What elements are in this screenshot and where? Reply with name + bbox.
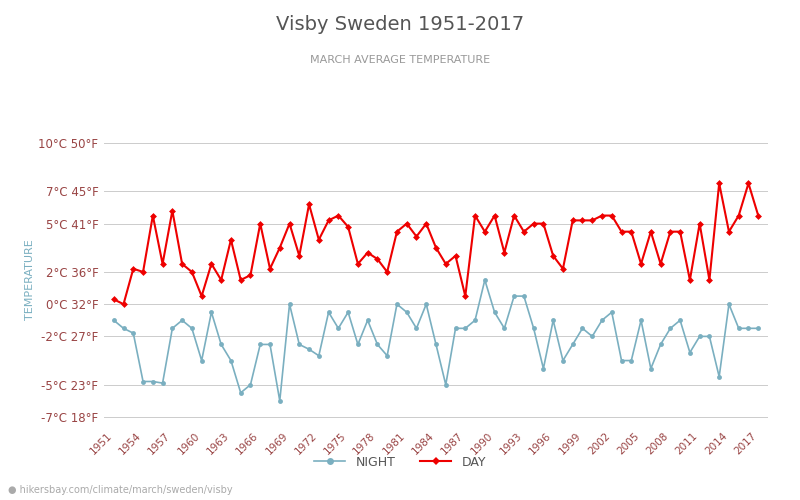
DAY [382,269,392,275]
DAY [754,212,763,218]
NIGHT [714,374,724,380]
DAY [705,277,714,283]
NIGHT [109,318,118,324]
DAY [412,234,422,239]
NIGHT [480,277,490,283]
DAY [167,208,177,214]
DAY [118,301,128,307]
NIGHT [187,326,197,332]
NIGHT [412,326,422,332]
Text: MARCH AVERAGE TEMPERATURE: MARCH AVERAGE TEMPERATURE [310,55,490,65]
Line: DAY: DAY [111,181,761,306]
NIGHT [382,352,392,358]
DAY [197,293,206,299]
DAY [109,296,118,302]
Legend: NIGHT, DAY: NIGHT, DAY [309,451,491,474]
Text: ● hikersbay.com/climate/march/sweden/visby: ● hikersbay.com/climate/march/sweden/vis… [8,485,233,495]
NIGHT [158,380,167,386]
Line: NIGHT: NIGHT [111,278,761,404]
NIGHT [275,398,285,404]
Y-axis label: TEMPERATURE: TEMPERATURE [25,240,35,320]
DAY [607,212,617,218]
Text: Visby Sweden 1951-2017: Visby Sweden 1951-2017 [276,15,524,34]
DAY [714,180,724,186]
NIGHT [754,326,763,332]
NIGHT [617,358,626,364]
